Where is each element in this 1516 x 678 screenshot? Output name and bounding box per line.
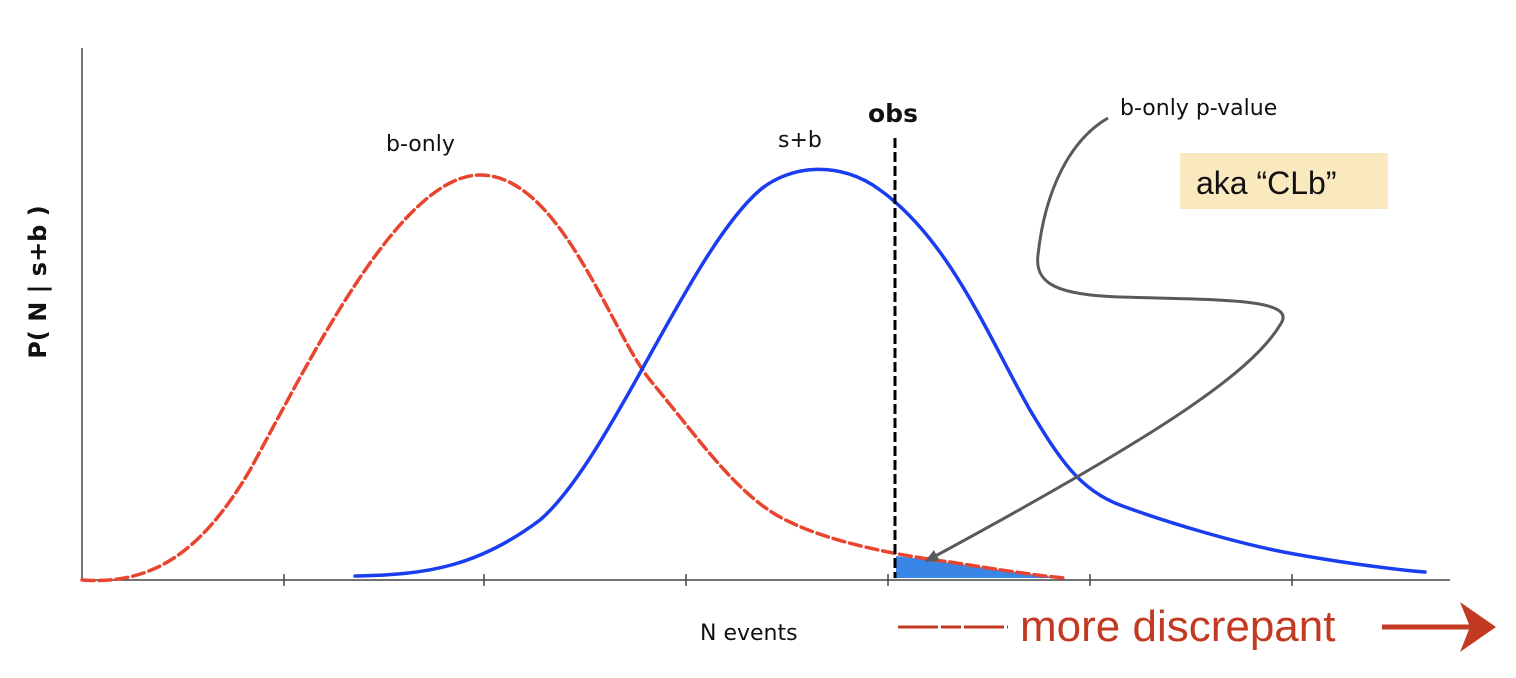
p-value-annotation: b-only p-value: [1120, 96, 1277, 121]
aka-label: aka “CLb”: [1196, 165, 1337, 201]
s-plus-b-curve: [353, 167, 1427, 578]
x-ticks: [283, 574, 1293, 586]
aka-box: [1180, 153, 1388, 209]
obs-label: obs: [868, 99, 918, 128]
axes: [81, 48, 1450, 586]
y-axis-title: P( N | s+b ): [24, 205, 52, 358]
b-only-curve: [80, 173, 1067, 583]
b-only-label: b-only: [386, 132, 455, 157]
s-plus-b-label: s+b: [778, 128, 822, 153]
more-discrepant-label: more discrepant: [1020, 602, 1335, 651]
right-arrow-icon: [1382, 602, 1496, 652]
x-axis-title: N events: [700, 621, 798, 646]
curved-arrow-icon: [924, 116, 1285, 562]
